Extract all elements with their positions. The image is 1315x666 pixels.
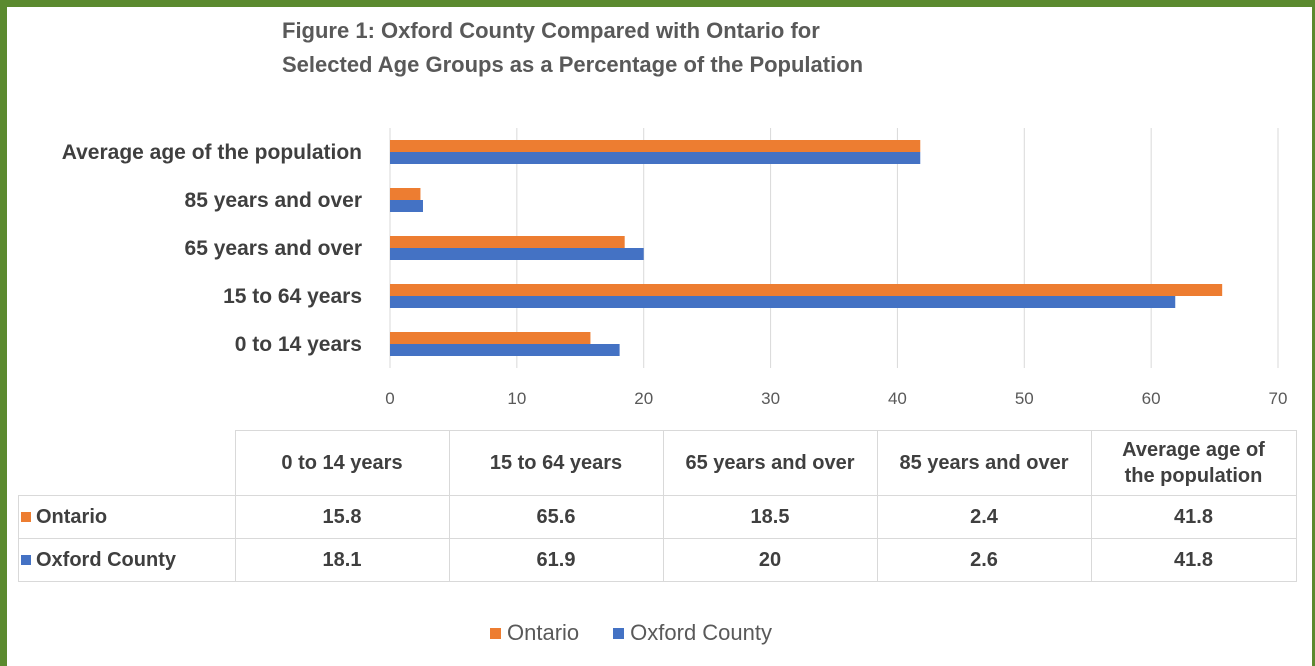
legend-key-icon	[21, 511, 31, 522]
legend-label: Ontario	[507, 620, 580, 645]
bar-chart: 0 10 20 30 40 50 60 70 0 to 14 years 15 to 64 yea…	[62, 128, 1288, 408]
table-header-2: 65 years and over	[662, 430, 878, 496]
x-tick-label-5: 50	[1015, 389, 1034, 408]
table-header-3: 85 years and over	[876, 430, 1092, 496]
bar-ontario-1	[390, 284, 1223, 296]
table-cell: 65.6	[448, 495, 664, 539]
chart-title: Figure 1: Oxford County Compared with On…	[282, 14, 1002, 82]
bar-ontario-3	[390, 188, 421, 200]
legend-swatch-icon	[613, 627, 625, 639]
table-header-row: 0 to 14 years 15 to 64 years 65 years an…	[18, 430, 1297, 496]
legend-item: Ontario	[490, 620, 579, 646]
x-tick-label-6: 60	[1142, 389, 1161, 408]
bar-ontario-2	[390, 236, 625, 248]
table-series-label: Oxford County	[18, 538, 236, 582]
table-header-4: Average age of the population	[1090, 430, 1297, 496]
table-header-1: 15 to 64 years	[448, 430, 664, 496]
table-cell: 2.4	[876, 495, 1092, 539]
bar-oxford-county-2	[390, 248, 644, 260]
bar-oxford-county-4	[390, 152, 921, 164]
bar-ontario-4	[390, 140, 921, 152]
x-tick-label-3: 30	[761, 389, 780, 408]
table-cell: 41.8	[1090, 538, 1297, 582]
table-cell: 20	[662, 538, 878, 582]
table-header-0: 0 to 14 years	[234, 430, 450, 496]
x-tick-label-0: 0	[385, 389, 394, 408]
bar-oxford-county-1	[390, 296, 1176, 308]
x-tick-label-4: 40	[888, 389, 907, 408]
chart-title-line-1: Figure 1: Oxford County Compared with On…	[282, 18, 820, 43]
x-tick-label-1: 10	[507, 389, 526, 408]
category-label-3: 85 years and over	[185, 189, 362, 212]
table-row: Ontario 15.8 65.6 18.5 2.4 41.8	[18, 495, 1297, 539]
category-label-2: 65 years and over	[185, 237, 362, 260]
table-series-label: Ontario	[18, 495, 236, 539]
chart-legend: Ontario Oxford County	[490, 620, 772, 646]
x-tick-label-2: 20	[634, 389, 653, 408]
bar-ontario-0	[390, 332, 591, 344]
data-table: 0 to 14 years 15 to 64 years 65 years an…	[18, 430, 1297, 582]
table-cell: 2.6	[876, 538, 1092, 582]
category-label-4: Average age of the population	[62, 141, 362, 164]
legend-label: Oxford County	[630, 620, 772, 645]
table-cell: 18.1	[234, 538, 450, 582]
bar-oxford-county-0	[390, 344, 620, 356]
category-label-1: 15 to 64 years	[223, 285, 362, 308]
table-row: Oxford County 18.1 61.9 20 2.6 41.8	[18, 538, 1297, 582]
table-cell: 18.5	[662, 495, 878, 539]
table-cell: 15.8	[234, 495, 450, 539]
table-cell: 41.8	[1090, 495, 1297, 539]
x-tick-label-7: 70	[1269, 389, 1288, 408]
bar-oxford-county-3	[390, 200, 423, 212]
legend-item: Oxford County	[613, 620, 772, 646]
table-cell: 61.9	[448, 538, 664, 582]
legend-swatch-icon	[490, 627, 501, 639]
table-corner	[18, 430, 236, 496]
category-label-0: 0 to 14 years	[235, 333, 362, 356]
legend-key-icon	[21, 554, 31, 565]
chart-title-line-2: Selected Age Groups as a Percentage of t…	[282, 52, 864, 77]
